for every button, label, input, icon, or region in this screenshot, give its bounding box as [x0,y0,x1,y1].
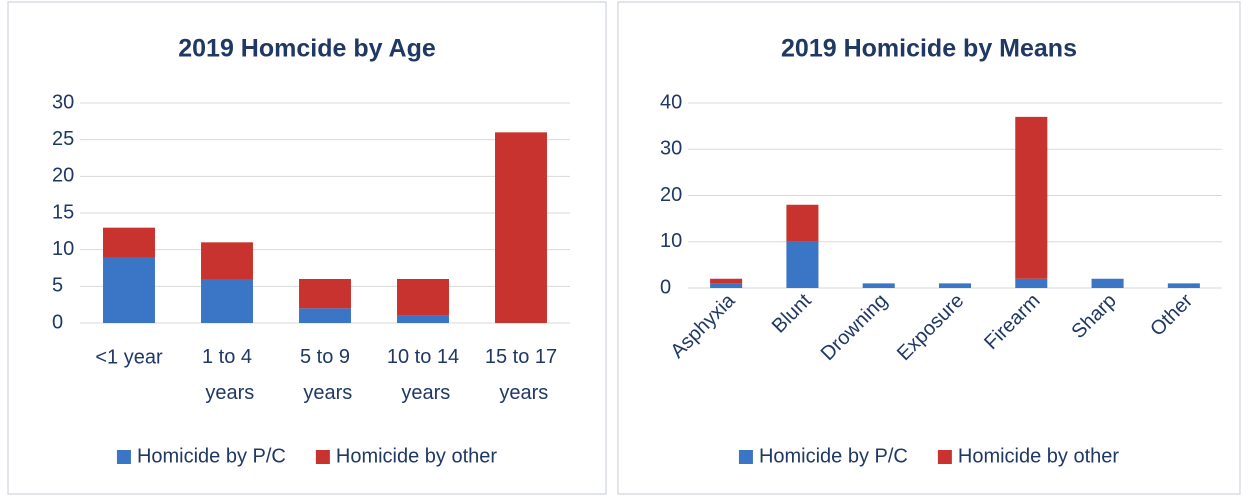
y-tick-label: 0 [52,311,63,333]
bar-segment [103,257,155,323]
y-tick-label: 20 [52,165,74,187]
x-tick-label: <1 year [95,346,163,368]
y-tick-label: 30 [52,91,74,113]
bar-segment [1015,116,1048,279]
bar-segment [1015,278,1048,288]
chart-title: 2019 Homcide by Age [178,35,436,63]
bar-segment [201,242,253,279]
y-tick-label: 10 [660,230,682,252]
legend-label: Homicide by P/C [137,445,286,467]
bar-segment [1091,278,1124,288]
bar-segment [710,283,743,288]
bar-segment [397,315,449,323]
bar-segment [938,283,972,288]
legend-swatch [116,450,131,464]
y-tick-label: 10 [52,238,74,260]
x-tick-label: 15 to 17 years [485,346,557,404]
legend-label: Homicide by other [336,445,498,467]
y-tick-label: 5 [52,275,63,297]
y-tick-label: 15 [52,201,74,223]
bar-segment [710,278,743,284]
y-tick-label: 30 [660,138,682,160]
legend-swatch [315,450,330,464]
x-tick-label: 10 to 14 years [387,346,459,404]
bar-segment [299,308,351,323]
bar-segment [103,227,155,257]
legend-label: Homicide by P/C [759,445,908,467]
panel [617,1,1241,495]
bar-segment [1167,283,1200,288]
y-tick-label: 25 [52,128,74,150]
y-tick-label: 40 [660,91,682,113]
legend-label: Homicide by other [958,445,1120,467]
bar-segment [495,132,547,323]
bar-segment [201,279,253,323]
bar-segment [786,204,819,242]
x-tick-label: 5 to 9 years [298,346,352,404]
legend-swatch [738,450,753,464]
bar-segment [786,241,819,288]
x-tick-label: 1 to 4 years [200,346,254,404]
bar-segment [862,283,895,288]
y-tick-label: 0 [660,276,671,298]
bar-segment [397,279,449,316]
y-tick-label: 20 [660,184,682,206]
bar-segment [299,279,351,309]
chart-title: 2019 Homicide by Means [781,35,1077,63]
legend-swatch [937,450,952,464]
